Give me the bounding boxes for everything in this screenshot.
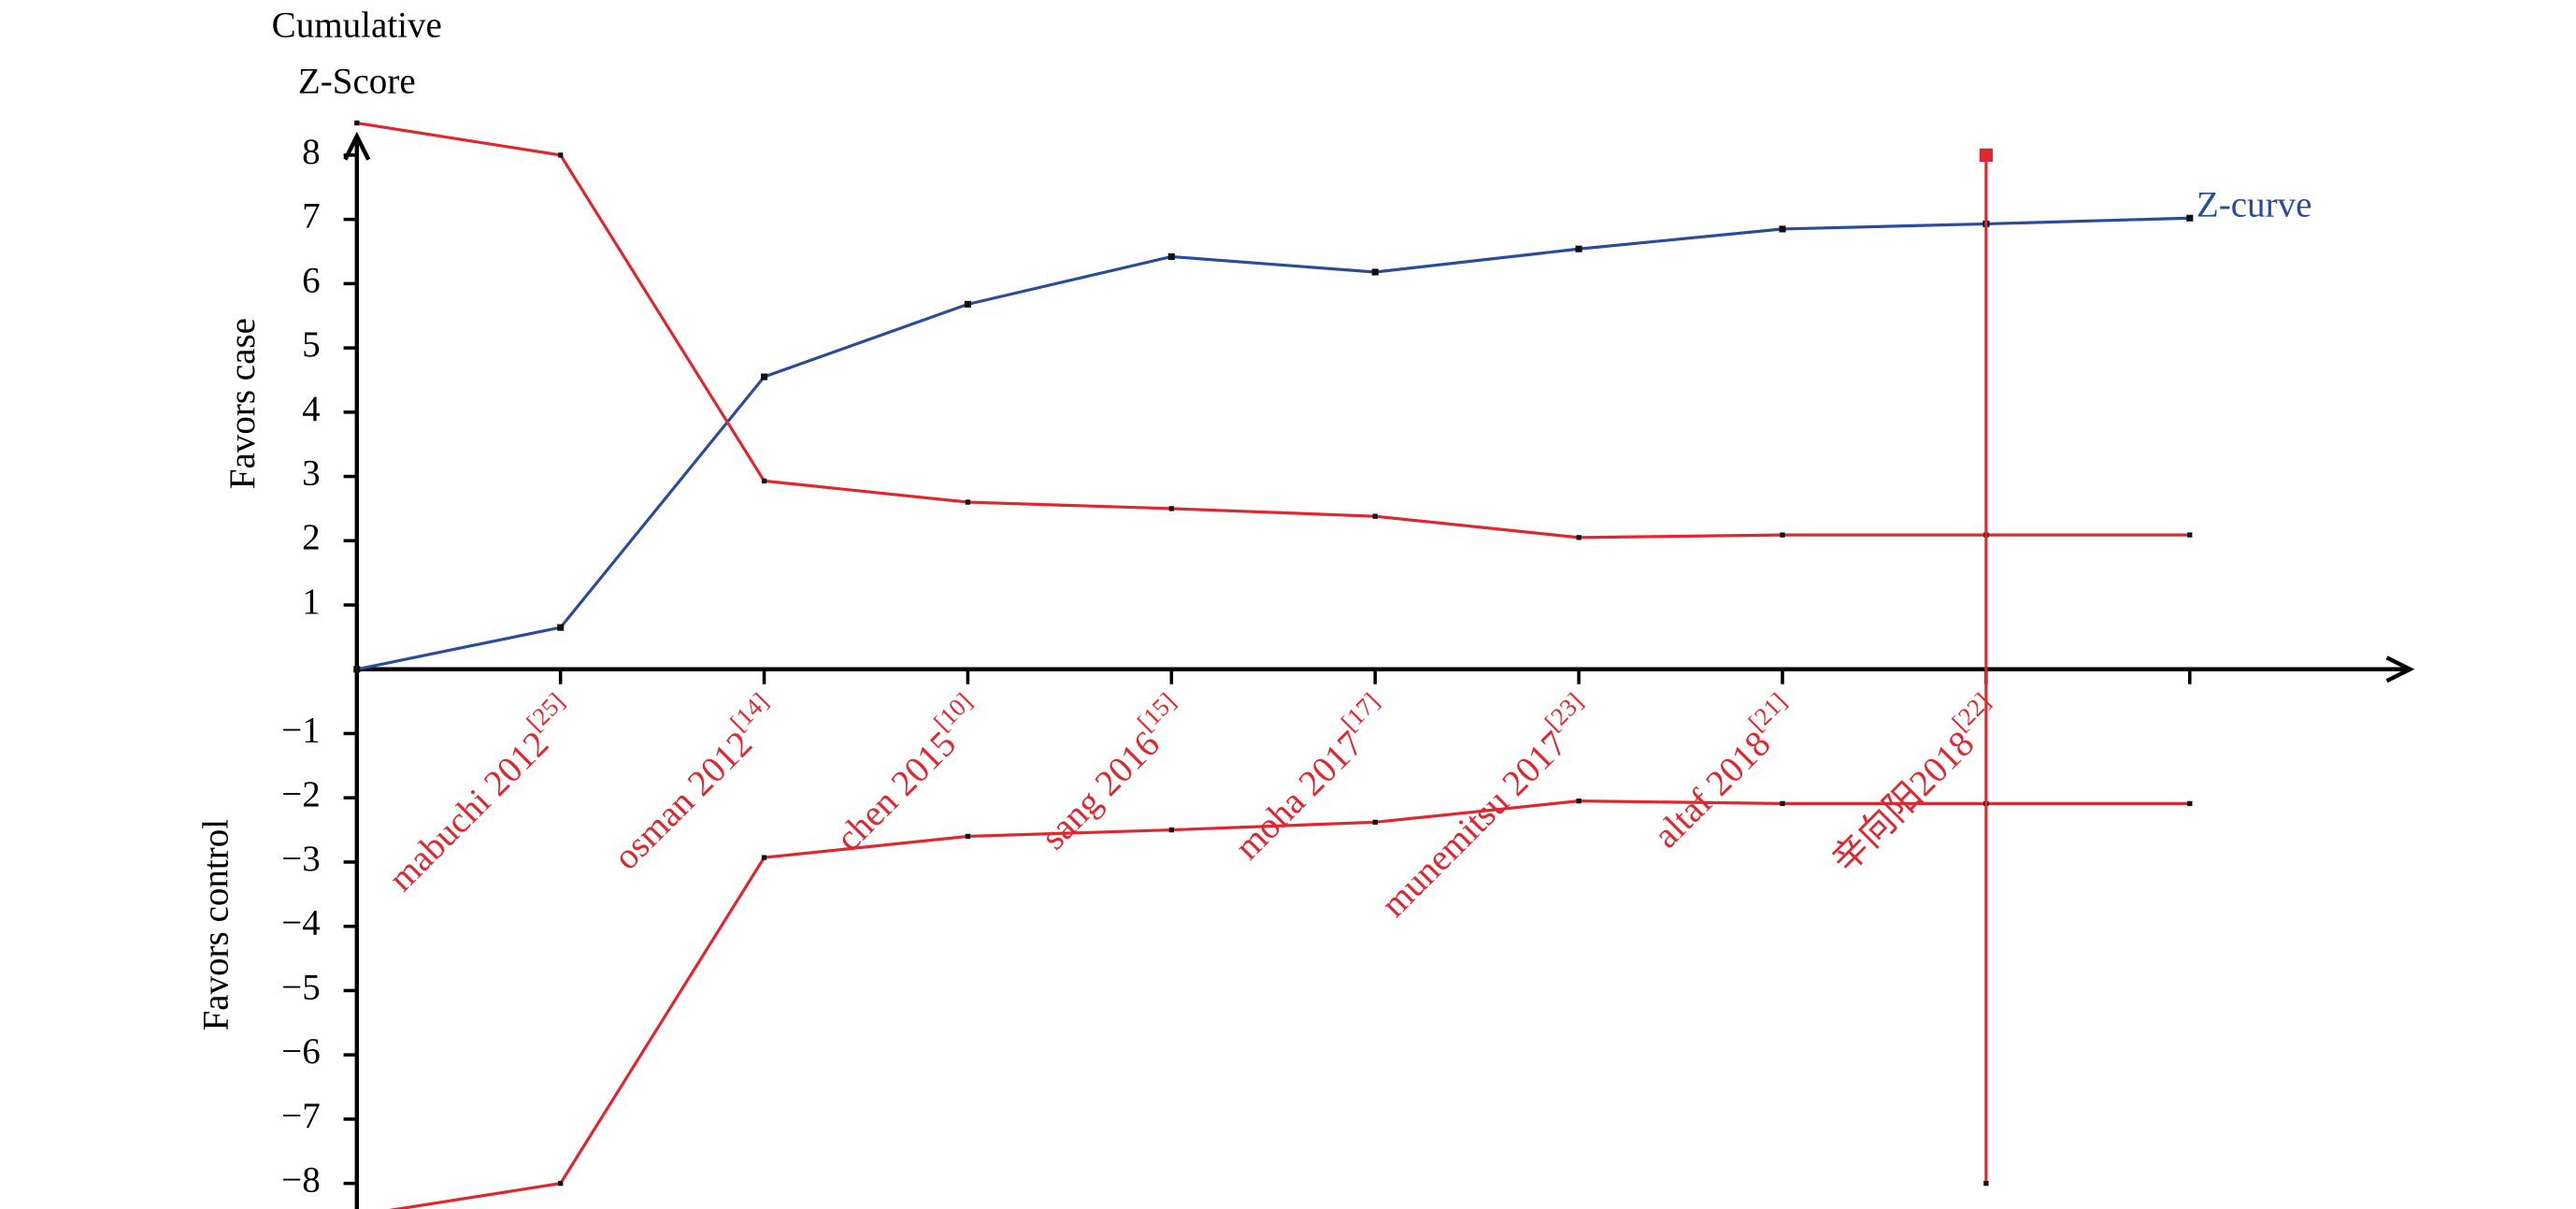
point — [1780, 532, 1785, 538]
point — [1371, 268, 1379, 276]
category-name: sang 2016 — [1034, 724, 1167, 857]
point — [353, 666, 361, 673]
x-tick-label: munemitsu 2017[23] — [1367, 687, 1604, 925]
category-name: moha 2017 — [1227, 724, 1371, 868]
chart-title-line: Cumulative — [272, 5, 442, 45]
y-tick-label: 6 — [302, 260, 321, 300]
point — [761, 373, 768, 381]
point — [964, 300, 972, 308]
point — [761, 855, 767, 860]
point — [2187, 532, 2193, 538]
point — [1576, 535, 1581, 540]
point — [1576, 798, 1581, 804]
y-tick-label: 8 — [302, 132, 321, 172]
x-tick-label: 辛向阳2018[22] — [1817, 687, 2011, 881]
point — [965, 833, 971, 840]
y-tick-label: 4 — [302, 389, 321, 429]
point — [557, 624, 565, 631]
point — [2187, 800, 2193, 807]
x-tick-label: osman 2012[14] — [599, 687, 789, 877]
x-tick-label: altaf 2018[21] — [1639, 687, 1807, 856]
category-name: munemitsu 2017 — [1373, 724, 1574, 925]
point — [354, 120, 360, 126]
point — [761, 478, 767, 484]
point — [965, 499, 971, 505]
series-line — [356, 121, 2190, 540]
point — [1167, 252, 1175, 261]
x-axis-arrow — [2385, 655, 2415, 684]
ris-marker — [1979, 148, 1993, 162]
y-tick-label: −7 — [281, 1096, 321, 1136]
axes — [343, 131, 2415, 1209]
y-tick-label: 1 — [302, 582, 321, 622]
series-line — [356, 216, 2190, 671]
y-tick-label: 5 — [302, 324, 321, 365]
x-tick-label: mabuchi 2012[25] — [374, 687, 585, 899]
point — [1372, 819, 1378, 826]
y-tick-label: 7 — [302, 196, 321, 237]
y-tick-label: 2 — [302, 517, 321, 557]
y-tick-label: 3 — [302, 453, 321, 494]
x-tick-label: chen 2015[10] — [822, 687, 994, 859]
series-label: Z-curve — [2197, 185, 2312, 225]
category-name: osman 2012 — [606, 724, 760, 878]
series-line — [388, 799, 2190, 1209]
point — [558, 152, 564, 158]
point — [2186, 214, 2194, 222]
y-axis-label: Favors control — [195, 819, 236, 1031]
y-tick-label: −1 — [281, 710, 321, 750]
point — [1575, 245, 1582, 252]
point — [1168, 506, 1175, 511]
x-tick-label: moha 2017[17] — [1220, 687, 1400, 868]
y-tick-label: −3 — [281, 839, 321, 879]
category-name: mabuchi 2012 — [381, 724, 557, 900]
point — [1168, 827, 1175, 833]
y-axis-label: Favors case — [222, 318, 263, 489]
category-name: altaf 2018 — [1646, 724, 1779, 856]
y-tick-label: −4 — [281, 903, 321, 943]
y-axis-arrow — [343, 131, 371, 161]
point — [1372, 513, 1378, 519]
point — [1780, 800, 1785, 807]
point — [1779, 225, 1786, 233]
y-tick-label: −6 — [281, 1031, 321, 1072]
y-tick-label: −2 — [281, 774, 321, 814]
y-tick-label: −5 — [281, 967, 321, 1007]
ris-marker — [1983, 1180, 1989, 1187]
chart-title-line: Z-Score — [298, 62, 416, 102]
y-tick-label: −8 — [281, 1160, 321, 1201]
point — [558, 1180, 564, 1187]
